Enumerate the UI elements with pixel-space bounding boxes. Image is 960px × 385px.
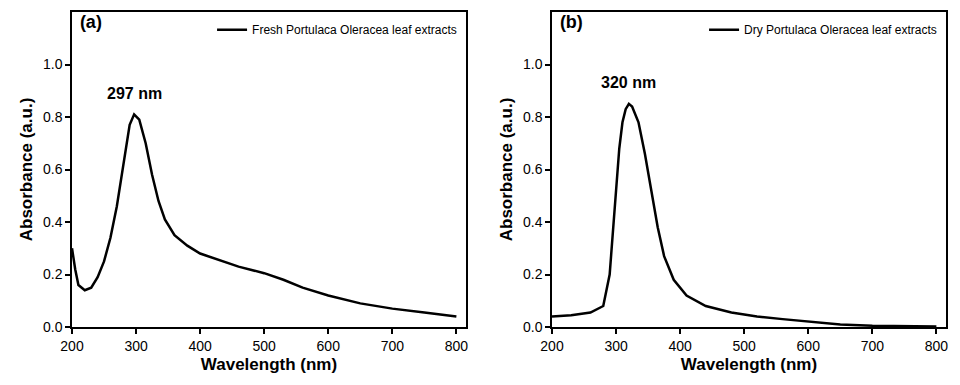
svg-text:0.2: 0.2 — [43, 266, 63, 282]
svg-text:300: 300 — [124, 338, 148, 354]
svg-text:700: 700 — [861, 338, 885, 354]
svg-text:Wavelength (nm): Wavelength (nm) — [201, 355, 337, 374]
svg-text:200: 200 — [540, 338, 564, 354]
svg-text:Fresh Portulaca Oleracea leaf: Fresh Portulaca Oleracea leaf extracts — [252, 23, 457, 37]
svg-text:Absorbance (a.u.): Absorbance (a.u.) — [497, 98, 516, 242]
svg-text:320 nm: 320 nm — [601, 74, 656, 91]
svg-text:0.8: 0.8 — [43, 109, 63, 125]
svg-text:0.6: 0.6 — [523, 161, 543, 177]
svg-text:600: 600 — [797, 338, 821, 354]
svg-text:700: 700 — [381, 338, 405, 354]
svg-text:0.4: 0.4 — [523, 214, 543, 230]
svg-text:200: 200 — [60, 338, 84, 354]
svg-text:0.8: 0.8 — [523, 109, 543, 125]
svg-text:0.4: 0.4 — [43, 214, 63, 230]
svg-text:(a): (a) — [80, 12, 102, 32]
svg-text:400: 400 — [668, 338, 692, 354]
svg-text:500: 500 — [733, 338, 757, 354]
svg-text:1.0: 1.0 — [523, 56, 543, 72]
svg-text:800: 800 — [925, 338, 949, 354]
svg-text:500: 500 — [253, 338, 277, 354]
svg-text:1.0: 1.0 — [43, 56, 63, 72]
svg-text:800: 800 — [445, 338, 469, 354]
svg-text:0.2: 0.2 — [523, 266, 543, 282]
svg-text:297 nm: 297 nm — [107, 85, 162, 102]
svg-text:(b): (b) — [560, 12, 583, 32]
svg-text:0.0: 0.0 — [43, 319, 63, 335]
svg-text:Absorbance (a.u.): Absorbance (a.u.) — [17, 98, 36, 242]
svg-text:300: 300 — [604, 338, 628, 354]
svg-text:600: 600 — [317, 338, 341, 354]
svg-text:400: 400 — [188, 338, 212, 354]
svg-text:0.6: 0.6 — [43, 161, 63, 177]
svg-text:Dry Portulaca Oleracea leaf ex: Dry Portulaca Oleracea leaf extracts — [744, 23, 937, 37]
svg-text:0.0: 0.0 — [523, 319, 543, 335]
svg-text:Wavelength (nm): Wavelength (nm) — [681, 355, 817, 374]
